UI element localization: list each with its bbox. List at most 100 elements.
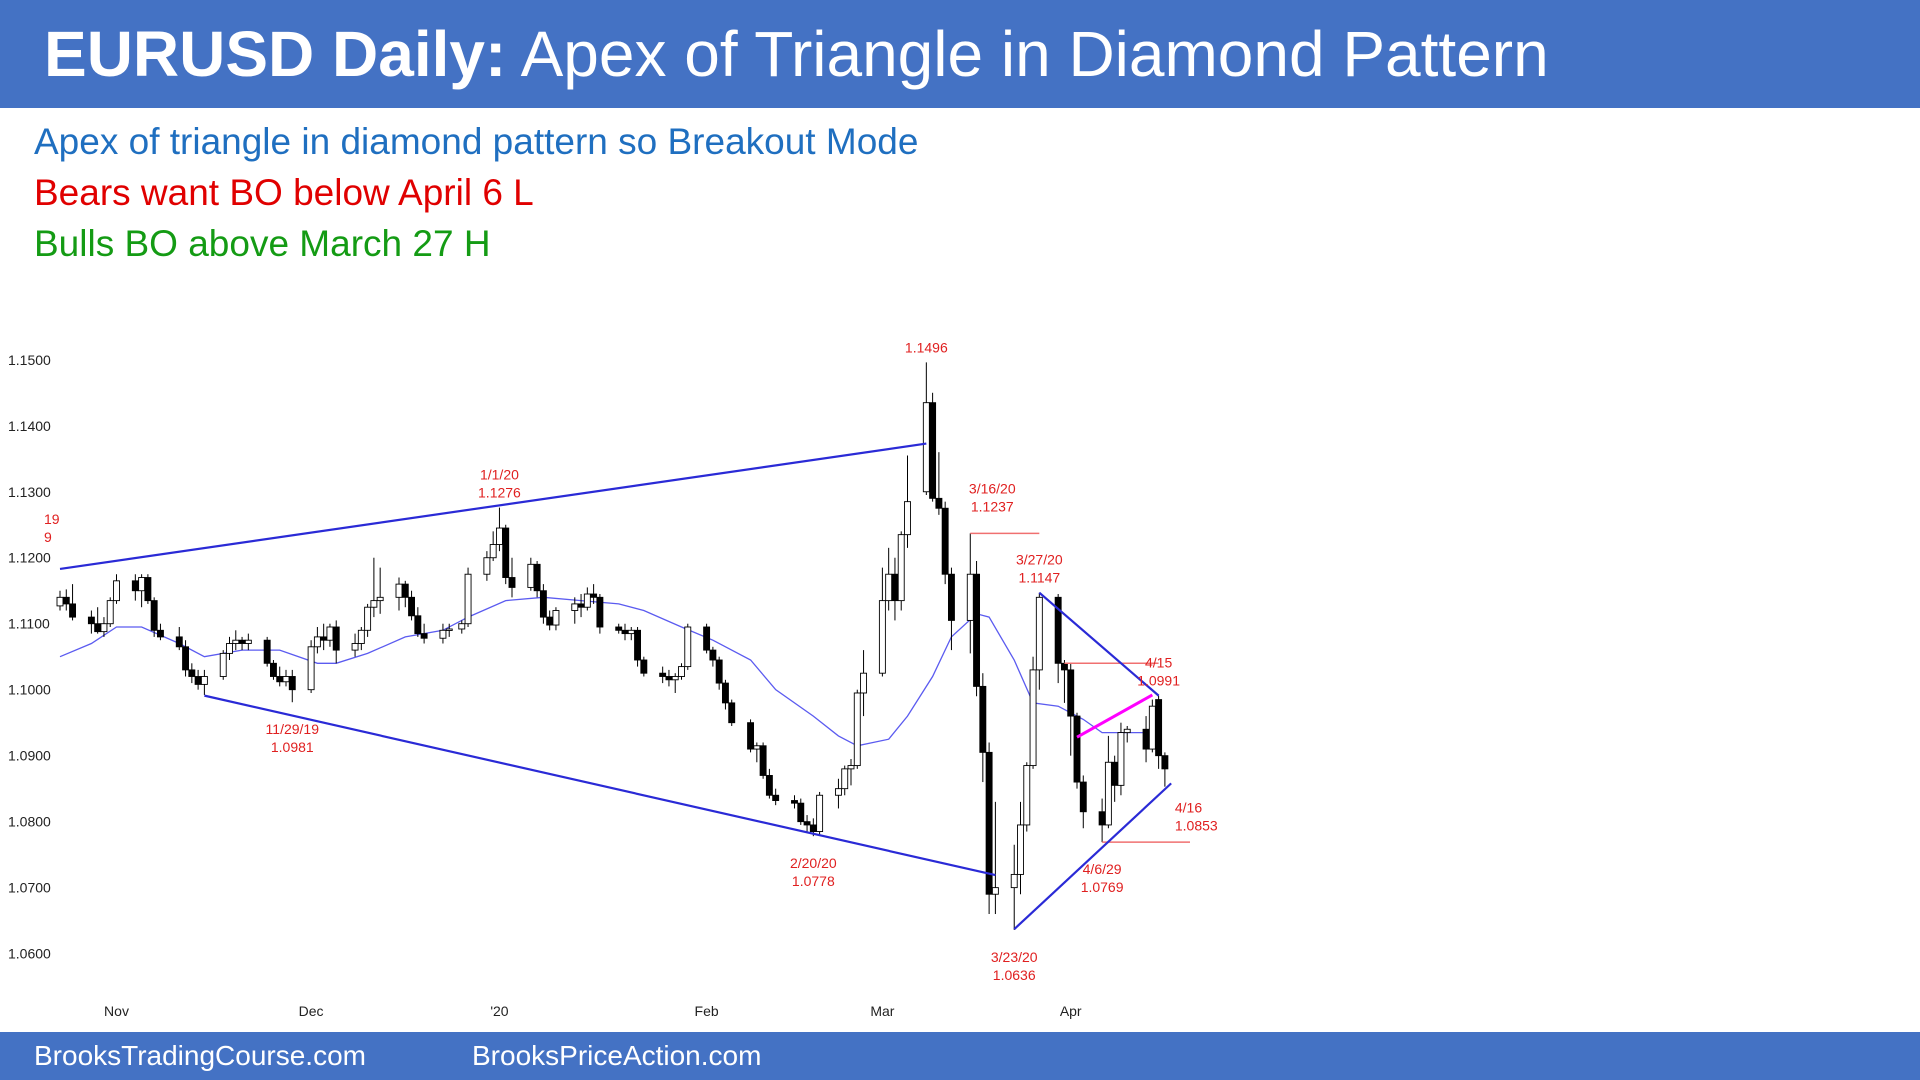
bear-candle [1060, 662, 1068, 671]
bull-candle [571, 603, 579, 611]
bear-candle [188, 669, 196, 677]
bear-candle [1054, 596, 1062, 664]
bear-candle [1155, 699, 1163, 757]
price-annotation: 3/16/20 [969, 480, 1016, 496]
bear-candle [640, 659, 648, 674]
bear-candle [1142, 728, 1150, 750]
bear-candle [533, 563, 541, 592]
bull-candle [1117, 732, 1125, 786]
bear-candle [947, 573, 955, 621]
bull-candle [364, 606, 372, 631]
bear-candle [238, 639, 246, 644]
bear-candle [985, 751, 993, 895]
bull-candle [627, 629, 635, 635]
bull-candle [113, 580, 120, 602]
bull-candle [226, 643, 233, 654]
moving-average-line [59, 596, 1159, 747]
bear-candle [979, 685, 987, 753]
bear-candle [175, 636, 183, 648]
bull-candle [464, 573, 472, 625]
bull-candle [841, 768, 849, 790]
bull-candle [232, 639, 240, 644]
price-annotation: 1.0636 [993, 967, 1036, 983]
title-symbol: EURUSD Daily: [44, 18, 507, 90]
price-annotation: 1.0981 [271, 739, 314, 755]
bear-candle [144, 577, 152, 602]
bull-candle [847, 765, 855, 770]
bull-candle [816, 794, 824, 832]
bear-candle [721, 682, 729, 704]
bull-candle [966, 573, 974, 621]
bear-candle [747, 722, 755, 750]
bear-candle [577, 603, 585, 608]
bear-candle [596, 596, 604, 628]
bull-candle [753, 745, 761, 750]
bull-candle [489, 544, 497, 559]
bear-candle [320, 636, 328, 641]
bull-candle [200, 676, 208, 685]
y-tick-label: 1.1400 [8, 418, 51, 434]
bull-candle [351, 643, 359, 651]
price-annotation: 1.1496 [905, 340, 948, 355]
note-bears: Bears want BO below April 6 L [34, 172, 534, 213]
bear-candle [803, 821, 811, 826]
bull-candle [527, 563, 535, 588]
bull-candle [671, 676, 679, 681]
bull-candle [370, 600, 378, 608]
bull-candle [684, 626, 692, 668]
bear-candle [634, 629, 642, 661]
bear-candle [973, 573, 981, 687]
footer-link-brookstradingcourse[interactable]: BrooksTradingCourse.com [34, 1040, 366, 1071]
bull-candle [991, 887, 999, 895]
triangle-top-trend-line [1038, 591, 1160, 697]
price-annotation: 1.1237 [971, 498, 1014, 514]
bull-candle [1010, 873, 1018, 889]
bear-candle [94, 623, 102, 633]
bear-candle [929, 402, 937, 499]
bull-candle [244, 639, 252, 644]
bear-candle [715, 659, 723, 684]
bear-candle [1079, 781, 1087, 813]
price-annotation: 1.0853 [1175, 818, 1218, 834]
price-annotation: 1.0991 [1137, 673, 1180, 689]
bear-candle [797, 802, 805, 823]
y-tick-label: 1.0600 [8, 946, 51, 962]
price-annotation: 11/29/19 [266, 721, 320, 737]
bear-candle [665, 676, 673, 681]
bull-candle [552, 610, 560, 626]
bull-candle [1035, 596, 1043, 671]
bull-candle [922, 402, 930, 493]
bull-candle [138, 577, 146, 592]
bull-candle [853, 692, 861, 767]
bear-candle [414, 615, 422, 635]
bull-candle [376, 596, 384, 602]
bear-candle [332, 626, 340, 651]
title-subject: Apex of Triangle in Diamond Pattern [520, 18, 1549, 90]
bull-candle [282, 676, 290, 683]
bull-candle [483, 557, 491, 575]
bear-candle [502, 527, 510, 578]
diamond-top-trend-line [59, 442, 927, 571]
bull-candle [583, 593, 591, 608]
bull-candle [885, 573, 893, 602]
bear-candle [508, 577, 516, 588]
wedge-trend-line [1076, 693, 1154, 739]
bear-candle [131, 580, 139, 592]
x-tick-label: '20 [490, 1003, 508, 1019]
bear-candle [150, 600, 158, 631]
price-annotation: 1.0778 [792, 873, 835, 889]
x-tick-label: Apr [1060, 1003, 1082, 1019]
price-annotation: 1/1/20 [480, 467, 519, 483]
price-annotation: 1.1276 [478, 485, 521, 501]
bear-candle [1111, 761, 1119, 786]
y-tick-label: 1.1200 [8, 550, 51, 566]
bull-candle [439, 629, 447, 639]
bear-candle [728, 702, 736, 724]
diamond-bottom-trend-line [204, 694, 996, 877]
bear-candle [62, 596, 70, 605]
bull-candle [56, 596, 64, 607]
footer-link-brookspriceaction[interactable]: BrooksPriceAction.com [472, 1040, 762, 1071]
bull-candle [904, 501, 911, 536]
bull-candle [897, 534, 905, 602]
bear-candle [590, 593, 598, 598]
